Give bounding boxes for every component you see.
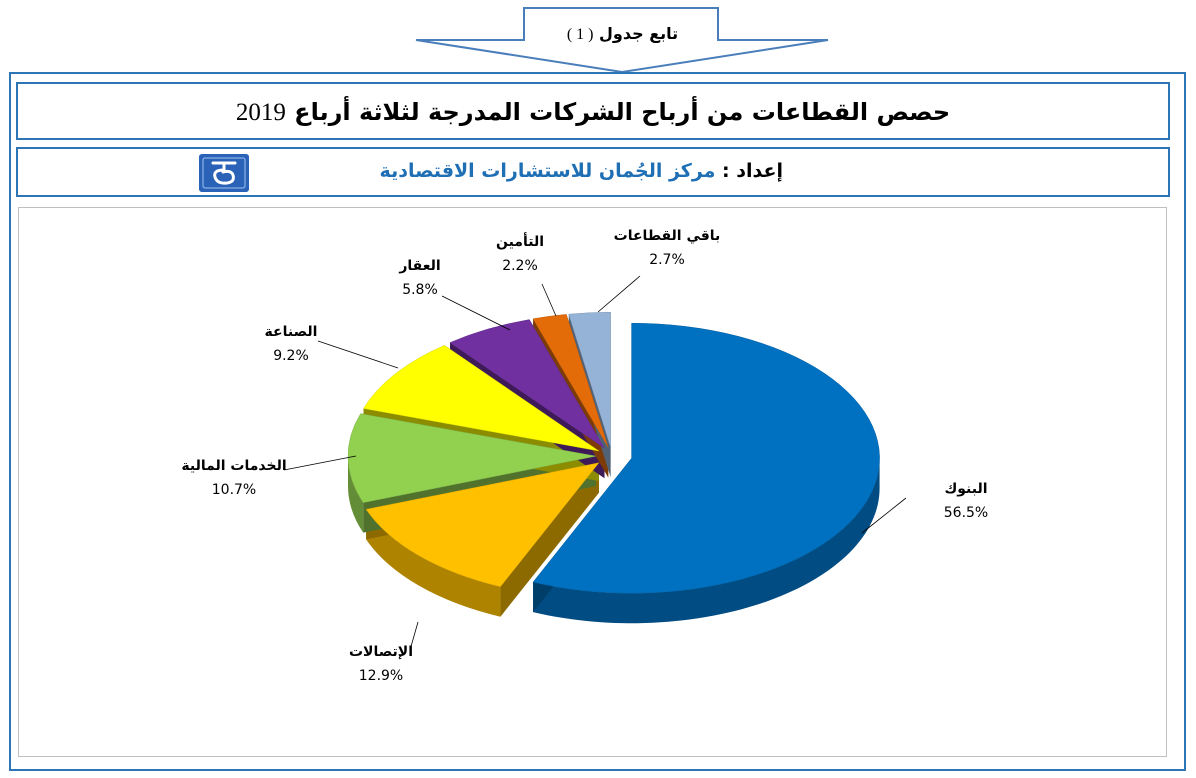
slice-label-4: العقار xyxy=(398,258,440,274)
prepared-by-separator: : xyxy=(722,160,730,182)
slice-value-2: 10.7% xyxy=(212,482,256,498)
pie-slice-التأمين xyxy=(532,314,609,448)
slice-value-4: 5.8% xyxy=(402,282,438,298)
pie-slice-side-0 xyxy=(533,458,880,624)
leader-line-6 xyxy=(597,275,641,313)
leader-line-2 xyxy=(283,455,357,471)
slice-label-6: باقي القطاعات xyxy=(614,228,721,244)
pie-labels: البنوك 56.5% الإتصالات 12.9% الخدمات المالية… xyxy=(181,228,988,684)
pie-slice-side-1 xyxy=(366,509,501,617)
pie-slice-البنوك xyxy=(532,322,880,594)
slice-label-1: الإتصالات xyxy=(349,644,413,660)
leader-line-5 xyxy=(541,283,557,317)
leader-line-1 xyxy=(409,621,419,651)
slice-value-0: 56.5% xyxy=(944,505,988,521)
slice-value-6: 2.7% xyxy=(649,252,685,268)
slice-value-1: 12.9% xyxy=(359,668,403,684)
leader-line-0 xyxy=(861,497,907,534)
slice-label-2: الخدمات المالية xyxy=(181,458,286,474)
page-title: حصص القطاعات من أرباح الشركات المدرجة لث… xyxy=(18,98,1168,127)
prepared-by-name: مركز الجُمان للاستشارات الاقتصادية xyxy=(379,160,716,182)
prepared-by-label: إعداد xyxy=(736,160,783,182)
pie-slice-الخدمات المالية xyxy=(347,413,597,503)
aljuman-logo-icon xyxy=(199,154,249,192)
slice-label-0: البنوك xyxy=(944,481,987,497)
pie-top-layer xyxy=(347,311,880,594)
pie-slice-العقار xyxy=(449,319,605,449)
pie-slice-side-2 xyxy=(348,456,364,533)
table-number: ( 1 ) xyxy=(566,26,594,43)
pie-slice-الإتصالات xyxy=(365,462,600,587)
continued-arrow-banner xyxy=(415,7,829,74)
pie-slice-باقي القطاعات xyxy=(568,311,611,448)
continued-table-label: تابع جدول ( 1 ) xyxy=(530,24,715,44)
title-box: حصص القطاعات من أرباح الشركات المدرجة لث… xyxy=(16,82,1170,140)
slice-value-5: 2.2% xyxy=(502,258,538,274)
title-year: 2019 xyxy=(235,99,286,126)
pie-slice-wall-1-0 xyxy=(500,462,599,617)
pie-slice-الصناعة xyxy=(363,345,600,452)
leader-line-3 xyxy=(317,340,399,369)
slice-value-3: 9.2% xyxy=(273,348,309,364)
continued-label: تابع جدول xyxy=(599,24,679,43)
prepared-by: إعداد : مركز الجُمان للاستشارات الاقتصاد… xyxy=(380,160,783,182)
slice-label-5: التأمين xyxy=(496,232,544,250)
leader-line-4 xyxy=(441,295,511,331)
pie-leader-lines xyxy=(283,275,907,651)
slice-label-3: الصناعة xyxy=(265,324,318,340)
title-text: حصص القطاعات من أرباح الشركات المدرجة لث… xyxy=(294,98,951,126)
